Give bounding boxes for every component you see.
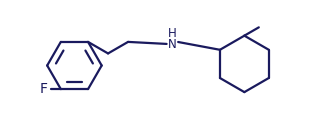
Text: H
N: H N: [168, 27, 177, 51]
Text: F: F: [40, 82, 48, 96]
